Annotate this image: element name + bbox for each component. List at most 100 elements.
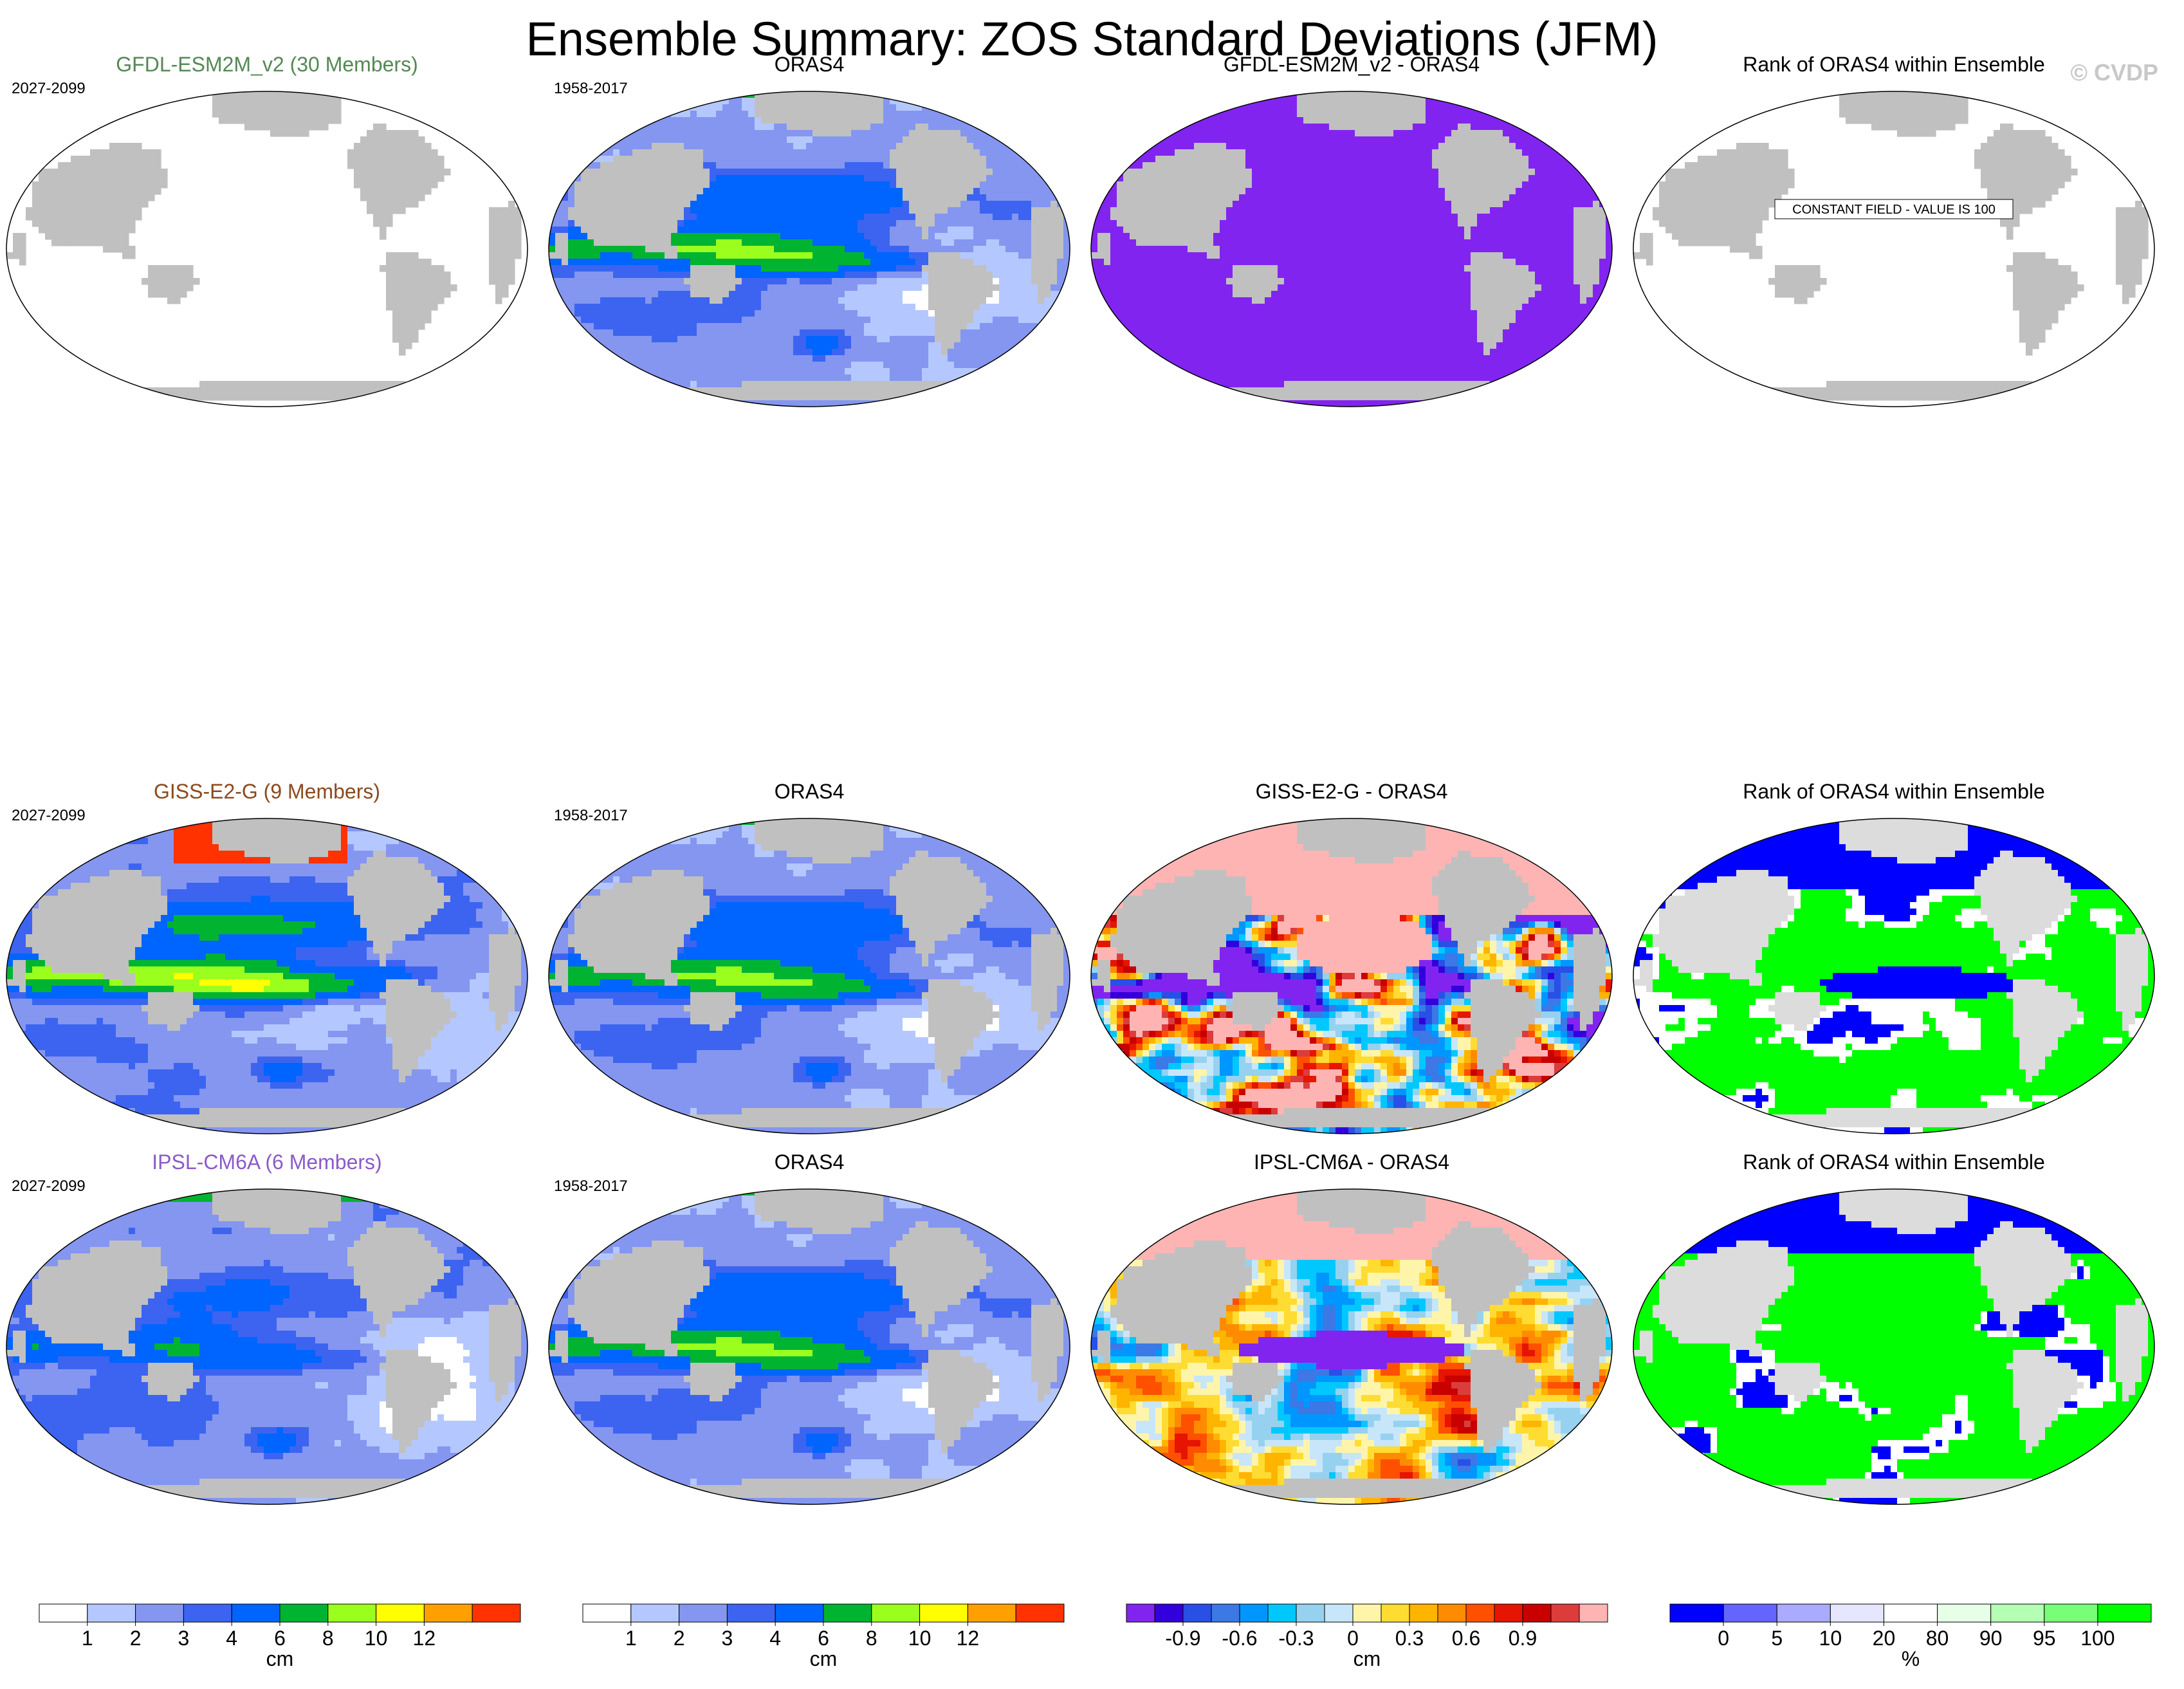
- map-cell: [180, 394, 187, 401]
- map-cell: [1005, 162, 1013, 169]
- map-cell: [851, 214, 858, 221]
- map-cell: [729, 317, 736, 324]
- map-cell: [1438, 149, 1445, 156]
- map-cell: [1044, 194, 1051, 201]
- map-cell: [903, 201, 910, 208]
- map-cell: [703, 188, 710, 195]
- map-cell: [870, 297, 877, 304]
- map-cell: [283, 111, 290, 118]
- map-cell: [767, 136, 775, 143]
- map-cell: [587, 233, 594, 240]
- map-cell: [639, 355, 646, 362]
- map-cell: [883, 143, 890, 150]
- map-cell: [941, 259, 948, 266]
- map-cell: [135, 214, 142, 221]
- map-cell: [1284, 117, 1291, 124]
- map-cell: [755, 349, 762, 356]
- map-cell: [1188, 117, 1195, 124]
- map-cell: [935, 336, 942, 343]
- map-cell: [392, 181, 399, 189]
- map-cell: [883, 136, 890, 143]
- map-cell: [896, 194, 903, 201]
- map-cell: [619, 336, 627, 343]
- map-cell: [154, 278, 161, 285]
- map-cell: [838, 226, 845, 234]
- map-cell: [915, 117, 922, 124]
- map-cell: [180, 265, 187, 272]
- map-cell: [748, 291, 755, 298]
- map-cell: [619, 156, 627, 163]
- map-cell: [90, 207, 97, 214]
- map-cell: [1464, 162, 1471, 169]
- map-cell: [870, 201, 877, 208]
- map-cell: [980, 246, 987, 253]
- map-cell: [508, 207, 515, 214]
- map-cell: [684, 169, 691, 176]
- map-cell: [948, 362, 955, 369]
- map-cell: [1451, 104, 1458, 111]
- map-cell: [1310, 162, 1317, 169]
- map-cell: [684, 239, 691, 246]
- map-cell: [1031, 188, 1038, 195]
- map-cell: [1387, 104, 1394, 111]
- map-cell: [515, 207, 522, 214]
- map-cell: [864, 124, 871, 131]
- map-cell: [1387, 91, 1394, 98]
- map-cell: [277, 130, 284, 137]
- map-cell: [722, 342, 730, 349]
- map-cell: [980, 278, 987, 285]
- map-cell: [354, 169, 361, 176]
- map-cell: [251, 111, 258, 118]
- map-cell: [1303, 117, 1310, 124]
- map-cell: [607, 149, 614, 156]
- map-cell: [909, 265, 916, 272]
- map-cell: [793, 323, 800, 330]
- map-cell: [697, 317, 704, 324]
- map-cell: [1213, 117, 1220, 124]
- map-cell: [1490, 117, 1497, 124]
- map-cell: [677, 252, 684, 259]
- map-cell: [774, 194, 781, 201]
- map-cell: [1413, 175, 1420, 182]
- map-cell: [84, 188, 91, 195]
- map-cell: [690, 156, 697, 163]
- map-cell: [864, 329, 871, 337]
- map-cell: [780, 111, 787, 118]
- map-cell: [755, 130, 762, 137]
- map-cell: [896, 259, 903, 266]
- map-cell: [909, 162, 916, 169]
- map-cell: [1323, 169, 1330, 176]
- map-cell: [729, 130, 736, 137]
- map-cell: [1226, 162, 1233, 169]
- map-cell: [142, 201, 149, 208]
- map-cell: [697, 239, 704, 246]
- map-cell: [819, 226, 826, 234]
- map-cell: [495, 214, 502, 221]
- map-cell: [1496, 175, 1503, 182]
- map-cell: [665, 349, 672, 356]
- map-cell: [251, 91, 258, 98]
- map-cell: [858, 201, 865, 208]
- map-cell: [587, 323, 594, 330]
- map-cell: [1335, 91, 1343, 92]
- map-cell: [710, 162, 717, 169]
- map-cell: [367, 130, 374, 137]
- map-cell: [373, 130, 380, 137]
- map-cell: [755, 175, 762, 182]
- map-cell: [832, 226, 839, 234]
- map-cell: [1503, 130, 1510, 137]
- map-cell: [122, 201, 129, 208]
- map-cell: [431, 291, 438, 298]
- map-cell: [619, 310, 627, 317]
- map-cell: [1194, 143, 1201, 150]
- map-field: [6, 91, 522, 401]
- map-cell: [1323, 98, 1330, 105]
- map-cell: [1535, 156, 1542, 163]
- map-cell: [716, 381, 723, 388]
- map-cell: [864, 149, 871, 156]
- map-cell: [199, 394, 206, 401]
- map-cell: [665, 329, 672, 337]
- map-cell: [819, 98, 826, 105]
- map-cell: [845, 329, 852, 337]
- map-cell: [710, 175, 717, 182]
